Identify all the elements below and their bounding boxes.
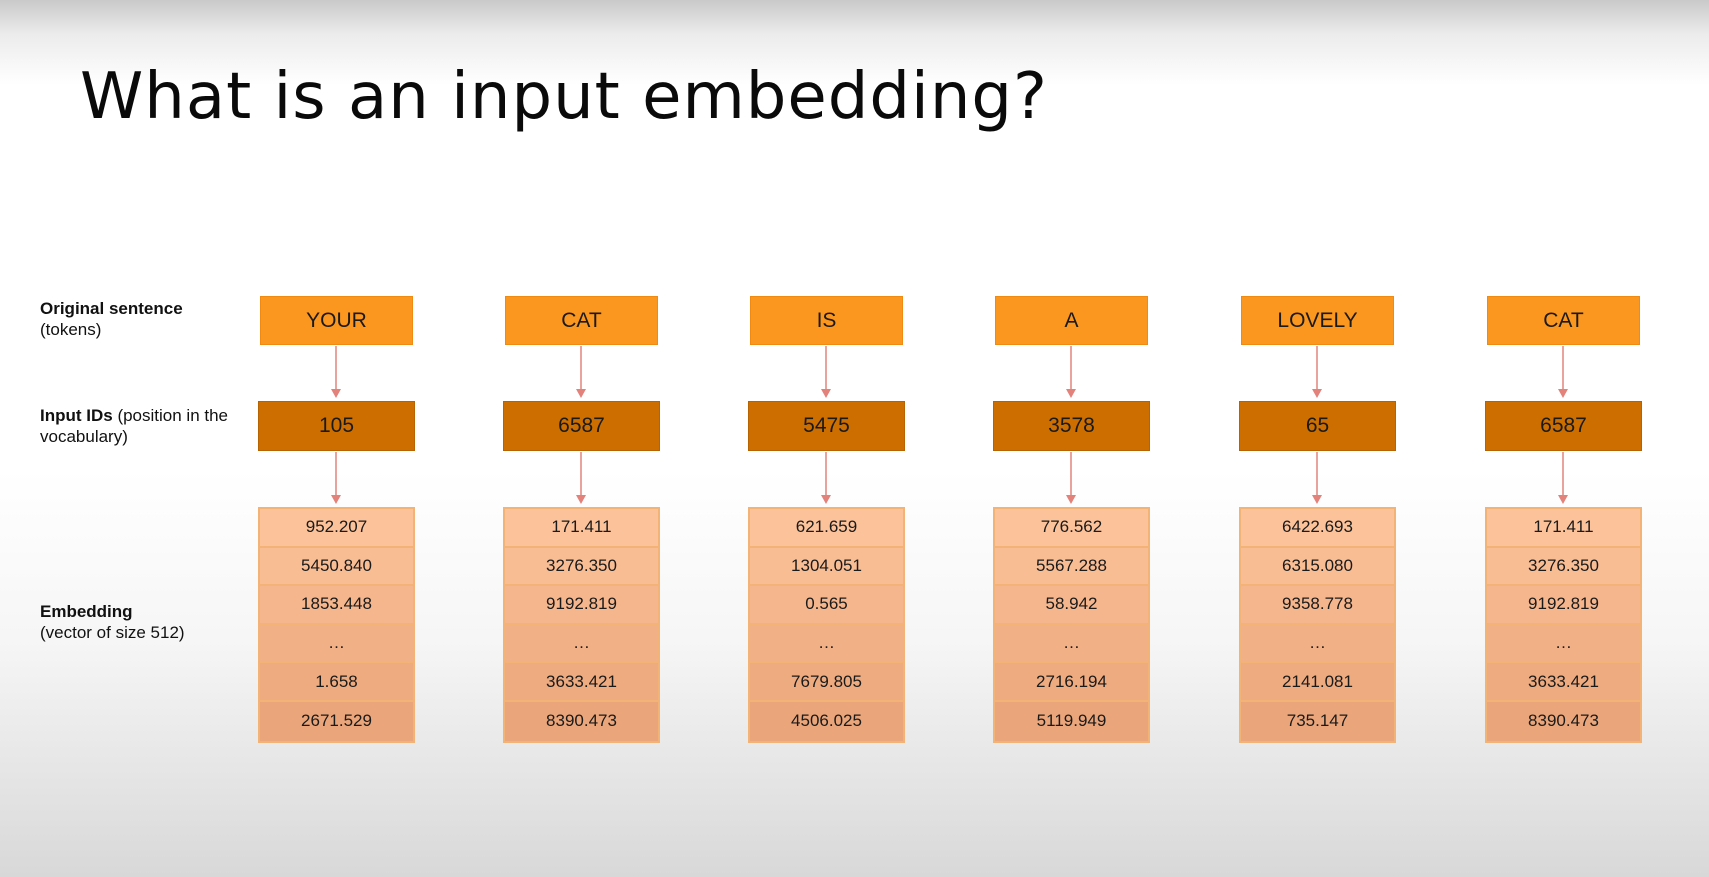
embedding-value: 621.659 (750, 509, 903, 548)
embedding-value: 5567.288 (995, 547, 1148, 587)
input-id-box: 6587 (503, 401, 660, 451)
embedding-value: 1304.051 (750, 547, 903, 587)
input-id-box: 6587 (1485, 401, 1642, 451)
embedding-value: 3276.350 (505, 547, 658, 587)
arrow-head (576, 495, 586, 504)
embedding-vector: 6422.693 6315.080 9358.778… 2141.081 735.147 (1239, 507, 1396, 743)
embedding-value: 171.411 (505, 509, 658, 548)
token-box: CAT (1487, 296, 1640, 345)
input-id-box: 3578 (993, 401, 1150, 451)
embedding-value: 3633.421 (1487, 663, 1640, 702)
embedding-value: 1853.448 (260, 586, 413, 625)
arrow-head (1558, 389, 1568, 398)
embedding-vector: 776.562 5567.288 58.942… 2716.194 5119.949 (993, 507, 1150, 743)
embedding-vector: 171.411 3276.350 9192.819… 3633.421 8390.473 (1485, 507, 1642, 743)
embedding-value: 6315.080 (1241, 547, 1394, 587)
row-label-embedding-note: (vector of size 512) (40, 623, 185, 642)
token-box: A (995, 296, 1148, 345)
embedding-value: 9358.778 (1241, 586, 1394, 625)
row-label-input-ids-bold: Input IDs (40, 406, 113, 425)
token-box: IS (750, 296, 903, 345)
embedding-value: 1.658 (260, 663, 413, 702)
arrow-head (331, 495, 341, 504)
row-label-embedding: Embedding (vector of size 512) (40, 601, 185, 643)
embedding-value: 735.147 (1241, 701, 1394, 741)
embedding-value: … (995, 624, 1148, 664)
arrow-head (331, 389, 341, 398)
token-box: LOVELY (1241, 296, 1394, 345)
embedding-value: 952.207 (260, 509, 413, 548)
embedding-value: … (1241, 624, 1394, 664)
embedding-value: 7679.805 (750, 663, 903, 702)
row-label-input-ids: Input IDs (position in the vocabulary) (40, 405, 230, 447)
token-box: YOUR (260, 296, 413, 345)
row-label-original-sentence-bold: Original sentence (40, 299, 183, 318)
embedding-value: 776.562 (995, 509, 1148, 548)
embedding-value: 3276.350 (1487, 547, 1640, 587)
row-label-original-sentence-note: (tokens) (40, 320, 102, 339)
arrow-head (1066, 495, 1076, 504)
arrow-head (1312, 495, 1322, 504)
input-id-box: 105 (258, 401, 415, 451)
embedding-value: 8390.473 (1487, 701, 1640, 741)
embedding-value: 2141.081 (1241, 663, 1394, 702)
embedding-value: 2716.194 (995, 663, 1148, 702)
embedding-value: 3633.421 (505, 663, 658, 702)
embedding-value: 6422.693 (1241, 509, 1394, 548)
embedding-value: 58.942 (995, 586, 1148, 625)
arrow-head (1312, 389, 1322, 398)
token-box: CAT (505, 296, 658, 345)
embedding-vector: 952.207 5450.840 1853.448… 1.658 2671.529 (258, 507, 415, 743)
embedding-value: … (750, 624, 903, 664)
arrow-head (1558, 495, 1568, 504)
embedding-value: … (260, 624, 413, 664)
arrow-head (576, 389, 586, 398)
embedding-vector: 621.659 1304.051 0.565… 7679.805 4506.025 (748, 507, 905, 743)
embedding-value: 4506.025 (750, 701, 903, 741)
embedding-value: 5119.949 (995, 701, 1148, 741)
embedding-value: 9192.819 (505, 586, 658, 625)
input-id-box: 65 (1239, 401, 1396, 451)
arrow-head (821, 495, 831, 504)
embedding-value: … (1487, 624, 1640, 664)
row-label-embedding-bold: Embedding (40, 602, 133, 621)
embedding-value: 8390.473 (505, 701, 658, 741)
embedding-value: … (505, 624, 658, 664)
input-id-box: 5475 (748, 401, 905, 451)
embedding-value: 0.565 (750, 586, 903, 625)
embedding-value: 5450.840 (260, 547, 413, 587)
arrow-head (1066, 389, 1076, 398)
slide-title: What is an input embedding? (80, 60, 1048, 134)
row-label-input-ids-note: (position in the vocabulary) (40, 406, 229, 446)
arrow-head (821, 389, 831, 398)
embedding-value: 171.411 (1487, 509, 1640, 548)
embedding-value: 9192.819 (1487, 586, 1640, 625)
embedding-value: 2671.529 (260, 701, 413, 741)
embedding-vector: 171.411 3276.350 9192.819… 3633.421 8390.473 (503, 507, 660, 743)
row-label-original-sentence: Original sentence (tokens) (40, 298, 183, 340)
